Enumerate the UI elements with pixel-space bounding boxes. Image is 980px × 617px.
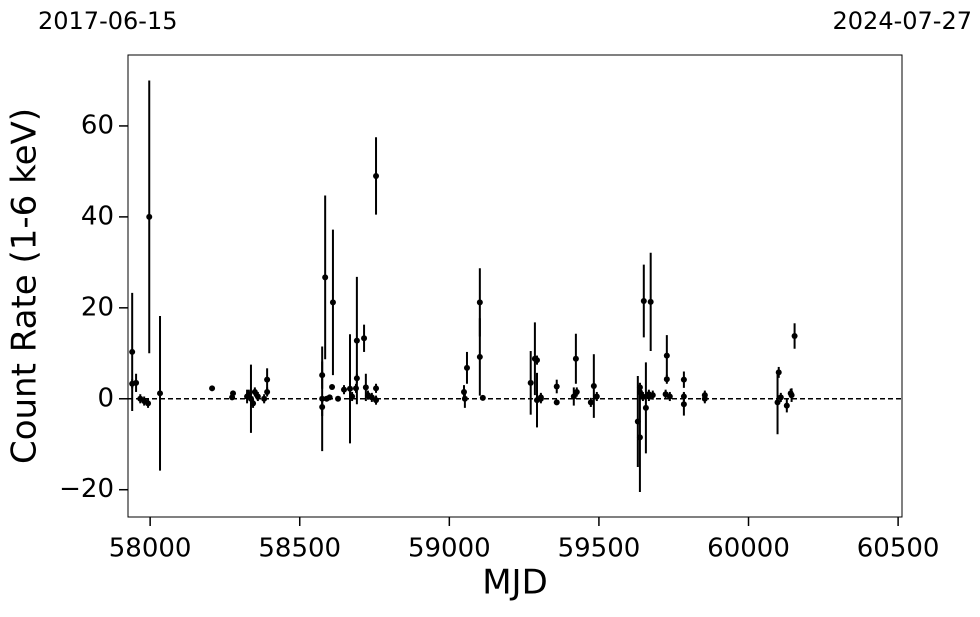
data-point [663, 352, 670, 359]
data-point [680, 376, 687, 383]
data-point [335, 395, 342, 402]
data-point [647, 298, 654, 305]
data-point [476, 353, 483, 360]
data-point [362, 384, 369, 391]
data-point [570, 393, 577, 400]
data-point [636, 434, 643, 441]
data-point [326, 394, 333, 401]
y-tick-label: −20 [59, 474, 114, 504]
data-point [250, 400, 257, 407]
data-point [533, 357, 540, 364]
data-point [461, 395, 468, 402]
data-point [590, 383, 597, 390]
data-point [663, 376, 670, 383]
plot-frame [127, 54, 903, 518]
y-tick-label: 60 [81, 110, 114, 140]
data-point [476, 299, 483, 306]
y-tick-label: 20 [81, 292, 114, 322]
data-point [788, 392, 795, 399]
data-point [133, 379, 140, 386]
data-point [791, 333, 798, 340]
data-point [373, 172, 380, 179]
top-left-date: 2017-06-15 [38, 7, 177, 35]
data-point [649, 392, 656, 399]
data-point [777, 394, 784, 401]
data-point [463, 364, 470, 371]
x-tick-label: 60000 [707, 534, 790, 564]
data-point [680, 401, 687, 408]
top-right-date: 2024-07-27 [833, 7, 972, 35]
x-tick-label: 59000 [408, 534, 491, 564]
data-point [346, 385, 353, 392]
y-axis-label: Count Rate (1-6 keV) [5, 108, 45, 464]
data-point [642, 404, 649, 411]
data-point [774, 399, 781, 406]
data-point [341, 386, 348, 393]
data-point [701, 395, 708, 402]
x-tick-label: 59500 [558, 534, 641, 564]
data-point [593, 393, 600, 400]
x-tick-label: 58000 [109, 534, 192, 564]
data-point [209, 385, 216, 392]
data-point [264, 388, 271, 395]
data-point [353, 375, 360, 382]
data-point [553, 383, 560, 390]
data-point [146, 213, 153, 220]
data-point [353, 337, 360, 344]
data-point [783, 402, 790, 409]
data-point [479, 394, 486, 401]
data-point [636, 388, 643, 395]
data-point [361, 335, 368, 342]
data-point [319, 395, 326, 402]
data-point [145, 400, 152, 407]
data-point [666, 393, 673, 400]
x-axis-label: MJD [482, 563, 548, 603]
data-point [230, 390, 237, 397]
data-point [573, 388, 580, 395]
data-point [322, 274, 329, 281]
data-point [587, 399, 594, 406]
y-tick-label: 40 [81, 201, 114, 231]
data-point [329, 299, 336, 306]
data-point [553, 399, 560, 406]
data-point [254, 393, 261, 400]
x-tick-label: 58500 [258, 534, 341, 564]
data-point [775, 369, 782, 376]
data-point [129, 348, 136, 355]
data-point [373, 397, 380, 404]
data-point [329, 383, 336, 390]
data-point [261, 395, 268, 402]
data-point [251, 388, 258, 395]
data-point [373, 385, 380, 392]
data-point [349, 393, 356, 400]
data-point [157, 390, 164, 397]
data-point [572, 355, 579, 362]
data-point [264, 376, 271, 383]
x-tick-label: 60500 [857, 534, 940, 564]
data-point [640, 298, 647, 305]
data-point [639, 393, 646, 400]
y-tick-label: 0 [97, 383, 114, 413]
data-point [537, 394, 544, 401]
data-point [527, 379, 534, 386]
